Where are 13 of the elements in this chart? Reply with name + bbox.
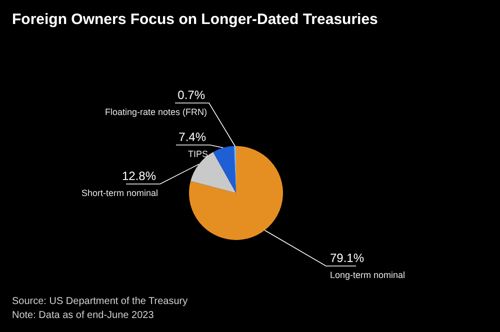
pie-slice [189,146,283,240]
source-note: Source: US Department of the Treasury [12,296,188,307]
data-label: 79.1% [330,251,364,265]
slice-label: Floating-rate notes (FRN) [104,107,207,117]
slice-label: TIPS [188,149,208,159]
data-label: 0.7% [178,88,206,102]
data-label: 12.8% [122,169,156,183]
chart-title: Foreign Owners Focus on Longer-Dated Treasuries [12,11,378,28]
text: Note: Data as of end-June 2023 [12,310,154,321]
slice-label: Long-term nominal [330,270,406,280]
pie-slice [213,146,236,193]
slice-label: Short-term nominal [81,188,158,198]
data-label: 7.4% [178,130,206,144]
